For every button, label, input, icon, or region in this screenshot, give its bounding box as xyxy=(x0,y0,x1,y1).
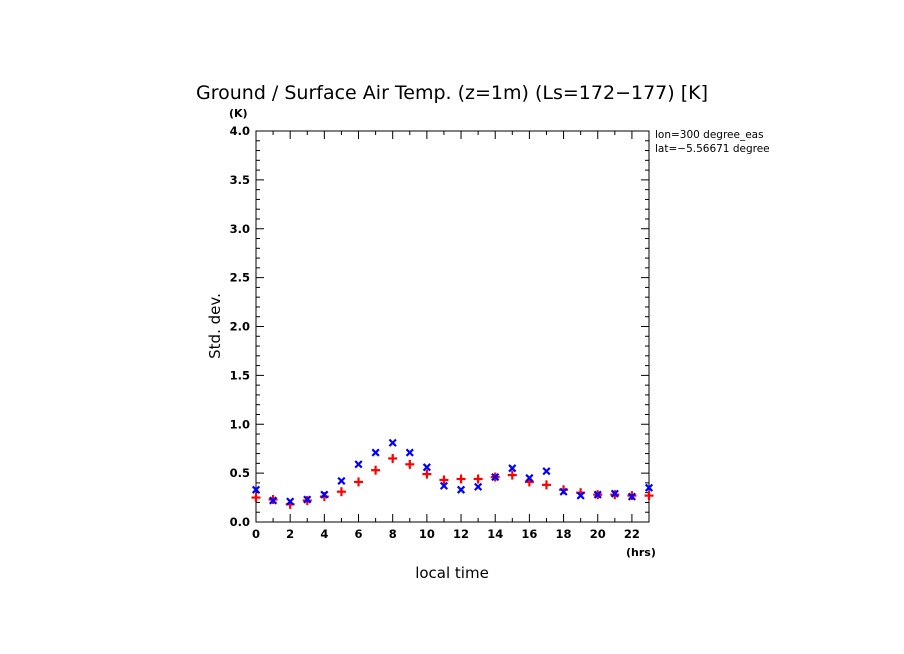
x-tick-label: 4 xyxy=(320,527,328,541)
cross-marker-b xyxy=(269,496,278,505)
plot-frame xyxy=(255,130,650,523)
annotation-lon: lon=300 degree_eas xyxy=(655,129,764,141)
cross-marker-b xyxy=(439,481,449,490)
data-point xyxy=(559,487,568,496)
data-point xyxy=(541,480,551,490)
data-point xyxy=(542,467,551,476)
cross-marker-b xyxy=(491,472,500,482)
cross-marker-b xyxy=(303,495,312,504)
cross-marker-b xyxy=(422,463,431,472)
cross-marker-b xyxy=(508,464,517,473)
data-point xyxy=(576,491,585,500)
x-tick-label: 14 xyxy=(487,527,503,541)
annotation-lat: lat=−5.56671 degree xyxy=(655,143,770,155)
cross-marker-b xyxy=(627,492,636,501)
x-tick-label: 12 xyxy=(453,527,469,541)
cross-marker-b xyxy=(542,467,551,476)
data-point xyxy=(593,490,602,499)
y-tick-label: 2.5 xyxy=(230,271,250,285)
data-point xyxy=(405,448,414,457)
chart-title: Ground / Surface Air Temp. (z=1m) (Ls=17… xyxy=(196,82,708,104)
axis-tick-labels: 0 2 4 6 8 10 12 14 16 18 20 22 0.0 0.5 1.0 1.5 2.0 2.5 3.0… xyxy=(230,124,640,541)
data-point xyxy=(644,491,654,501)
x-tick-label: 2 xyxy=(286,527,294,541)
data-point xyxy=(422,469,432,479)
data-point xyxy=(337,476,346,486)
data-point xyxy=(610,489,619,498)
y-tick-label: 1.5 xyxy=(230,368,250,382)
cross-marker-b xyxy=(388,438,397,447)
data-point xyxy=(286,497,295,506)
x-tick-label: 0 xyxy=(252,527,260,541)
data-point xyxy=(456,474,466,484)
x-tick-label: 8 xyxy=(389,527,397,541)
cross-marker-b xyxy=(320,490,329,499)
data-point xyxy=(644,483,654,492)
x-axis-label: local time xyxy=(415,564,489,582)
y-tick-label: 3.5 xyxy=(230,173,250,187)
data-point xyxy=(474,482,483,491)
axis-ticks xyxy=(255,130,649,523)
x-tick-label: 6 xyxy=(355,527,363,541)
x-tick-label: 16 xyxy=(521,527,537,541)
x-tick-label: 18 xyxy=(556,527,572,541)
data-point xyxy=(456,485,466,494)
cross-marker-b xyxy=(559,487,568,496)
data-point xyxy=(491,472,500,482)
data-point xyxy=(508,464,517,473)
data-point xyxy=(405,459,415,469)
cross-marker-b xyxy=(354,460,363,469)
x-unit-label: (hrs) xyxy=(626,546,656,559)
data-point xyxy=(269,496,278,505)
data-point xyxy=(320,490,329,499)
data-point xyxy=(371,465,381,475)
data-points xyxy=(251,438,654,509)
data-point xyxy=(439,481,449,490)
x-tick-label: 22 xyxy=(624,527,640,541)
x-tick-label: 10 xyxy=(419,527,435,541)
y-tick-label: 0.5 xyxy=(230,466,250,480)
cross-marker-b xyxy=(593,490,602,499)
data-point xyxy=(439,475,449,485)
x-tick-label: 20 xyxy=(590,527,606,541)
data-point xyxy=(251,485,261,494)
cross-marker-b xyxy=(456,485,466,494)
cross-marker-b xyxy=(251,485,261,494)
y-tick-label: 2.0 xyxy=(230,320,250,334)
cross-marker-b xyxy=(610,489,619,498)
y-tick-label: 1.0 xyxy=(230,417,250,431)
y-unit-label: (K) xyxy=(229,107,248,120)
data-point xyxy=(422,463,431,472)
data-point xyxy=(473,474,483,484)
data-point xyxy=(336,487,346,497)
cross-marker-b xyxy=(474,482,483,491)
y-tick-label: 4.0 xyxy=(230,124,250,138)
data-point xyxy=(507,470,517,480)
y-tick-label: 3.0 xyxy=(230,222,250,236)
cross-marker-b xyxy=(405,448,414,457)
data-point xyxy=(627,492,636,501)
cross-marker-b xyxy=(644,483,654,492)
data-point xyxy=(354,477,364,487)
cross-marker-b xyxy=(286,497,295,506)
data-point xyxy=(371,448,380,457)
cross-marker-b xyxy=(337,476,346,486)
cross-marker-b xyxy=(371,448,380,457)
data-point xyxy=(525,473,534,483)
data-point xyxy=(388,438,397,447)
data-point xyxy=(354,460,363,469)
cross-marker-b xyxy=(525,473,534,483)
data-point xyxy=(251,493,261,503)
data-point xyxy=(303,495,312,504)
data-point xyxy=(388,453,398,463)
cross-marker-b xyxy=(576,491,585,500)
y-tick-label: 0.0 xyxy=(230,515,250,529)
y-axis-label: Std. dev. xyxy=(206,293,224,359)
